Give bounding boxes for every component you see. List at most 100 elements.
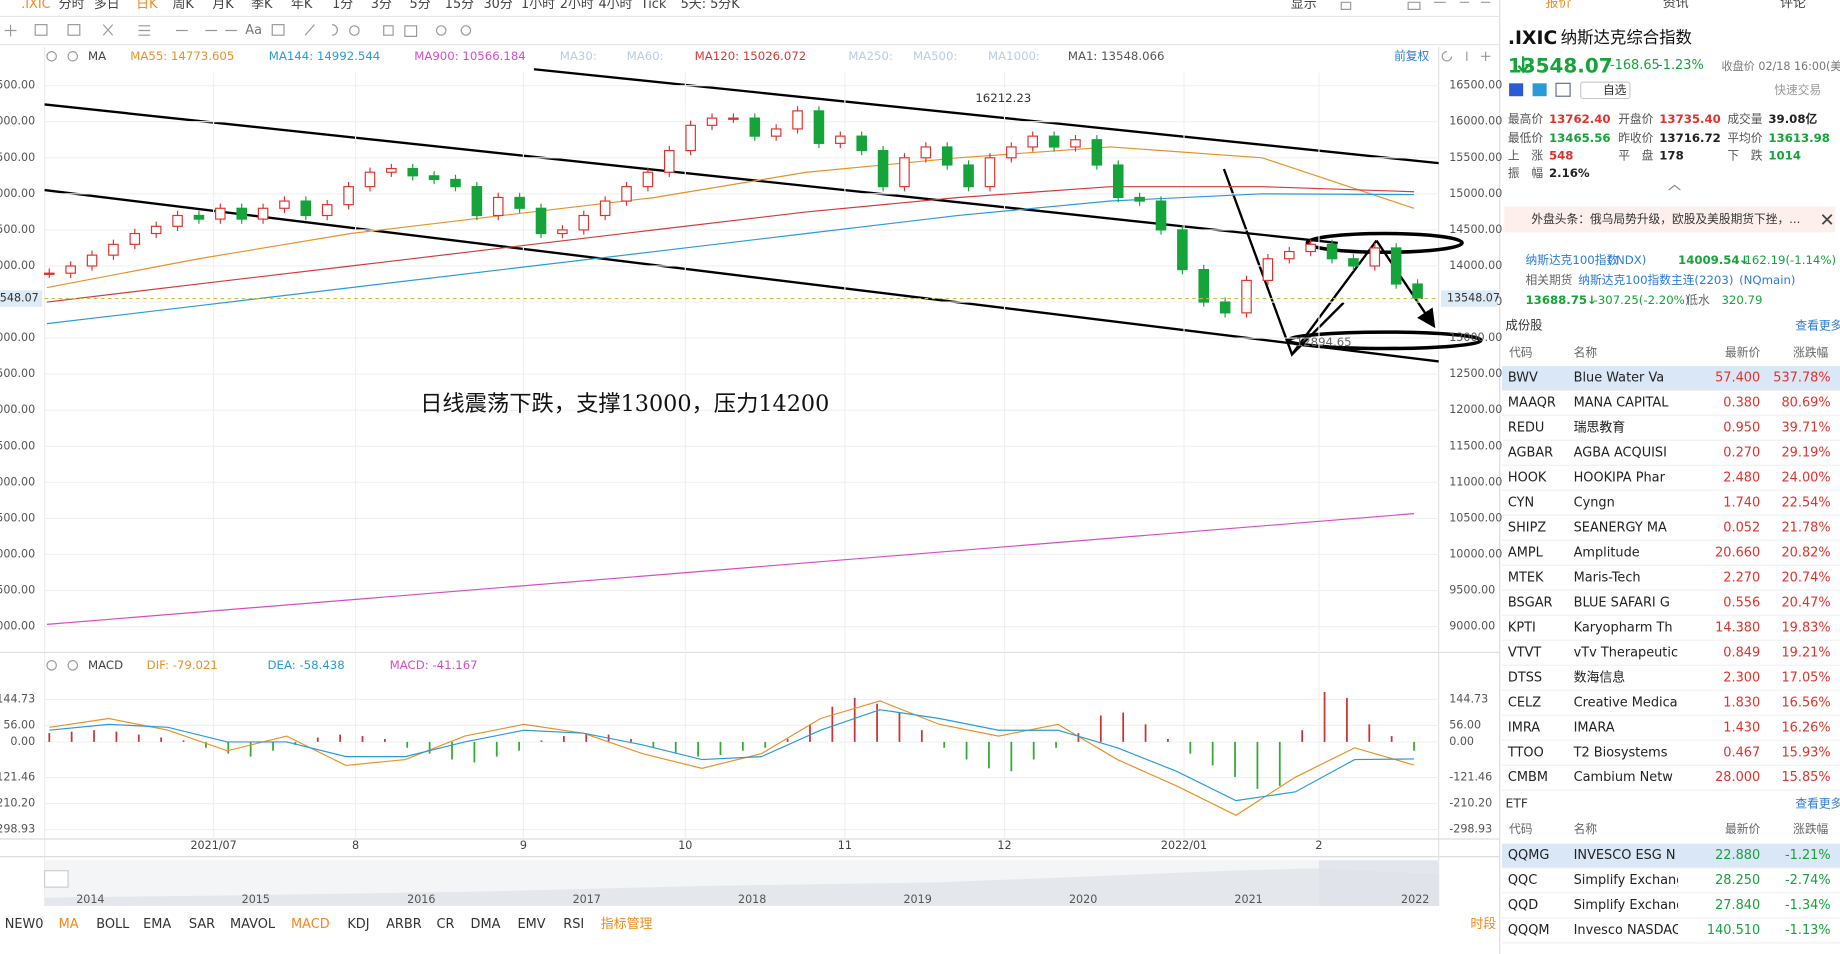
- indicator-tab[interactable]: DMA: [471, 917, 501, 932]
- trend-line[interactable]: [44, 103, 1338, 245]
- indicator-tab[interactable]: EMV: [518, 917, 546, 932]
- icon[interactable]: [435, 25, 447, 36]
- period-tab[interactable]: 15分: [445, 0, 474, 12]
- indicator-manage[interactable]: 指标管理: [601, 917, 653, 932]
- display-menu[interactable]: 显示: [1291, 0, 1317, 12]
- period-tab[interactable]: 3分: [371, 0, 392, 12]
- cell-name: MANA CAPITAL: [1574, 395, 1670, 410]
- trend-line[interactable]: [44, 188, 1439, 363]
- icon[interactable]: [46, 660, 57, 671]
- indicator-tab[interactable]: MACD: [291, 917, 330, 932]
- cell-code[interactable]: AMPL: [1508, 545, 1544, 560]
- symbol-tab[interactable]: .IXIC: [21, 0, 51, 12]
- news-bar[interactable]: [1504, 206, 1836, 233]
- cell-code[interactable]: QQQM: [1508, 923, 1550, 938]
- cell-code[interactable]: BWV: [1508, 370, 1538, 385]
- more-link[interactable]: 查看更多: [1795, 319, 1840, 333]
- period-tab[interactable]: 30分: [483, 0, 512, 12]
- cell-code[interactable]: MAAQR: [1508, 395, 1556, 410]
- cell-code[interactable]: MTEK: [1508, 570, 1544, 585]
- period-tab[interactable]: 2小时: [560, 0, 594, 12]
- period-tab[interactable]: 年K: [291, 0, 313, 12]
- more-link[interactable]: 查看更多: [1795, 796, 1840, 810]
- icon[interactable]: [4, 24, 17, 37]
- icon[interactable]: [46, 51, 57, 62]
- quick-trade[interactable]: 快速交易: [1774, 83, 1821, 97]
- adjust-toggle[interactable]: 前复权: [1394, 49, 1429, 63]
- period-tab[interactable]: 5分: [410, 0, 431, 12]
- cell-code[interactable]: AGBAR: [1508, 445, 1553, 460]
- cell-code[interactable]: BSGAR: [1508, 595, 1553, 610]
- period-toggle[interactable]: 时段: [1470, 917, 1496, 932]
- watch-button[interactable]: [1580, 81, 1631, 100]
- icon[interactable]: [102, 24, 114, 36]
- period-tab[interactable]: Tick: [640, 0, 667, 12]
- icon[interactable]: [67, 24, 81, 36]
- doc-icon[interactable]: [1555, 82, 1571, 97]
- icon[interactable]: [460, 25, 472, 36]
- indicator-tab[interactable]: ARBR: [386, 917, 422, 932]
- period-tab[interactable]: 分时: [59, 0, 85, 12]
- period-tab[interactable]: 多日: [94, 0, 120, 12]
- indicator-tab[interactable]: NEW0: [5, 917, 44, 932]
- futures-name[interactable]: 纳斯达克100指数主连(2203): [1578, 273, 1733, 287]
- cell-code[interactable]: QQD: [1508, 898, 1538, 913]
- icon[interactable]: [1340, 1, 1491, 10]
- cell-code[interactable]: QQMG: [1508, 848, 1549, 863]
- cell-code[interactable]: CELZ: [1508, 695, 1541, 710]
- cell-code[interactable]: CYN: [1508, 495, 1534, 510]
- text-tool[interactable]: Aa: [245, 23, 262, 38]
- icon[interactable]: [67, 51, 79, 62]
- app-icon[interactable]: [1532, 83, 1547, 97]
- indicator-tab[interactable]: MAVOL: [230, 917, 276, 932]
- cell-code[interactable]: IMRA: [1508, 720, 1540, 735]
- period-tab[interactable]: 5天: 5分K: [681, 0, 741, 12]
- cell-code[interactable]: CMBM: [1508, 770, 1548, 785]
- cell-code[interactable]: DTSS: [1508, 670, 1542, 685]
- indicator-tab[interactable]: MA: [59, 917, 79, 932]
- last-price-box: [1441, 290, 1498, 307]
- period-tab[interactable]: 4小时: [598, 0, 632, 12]
- close-icon[interactable]: [1821, 214, 1833, 225]
- cell-code[interactable]: SHIPZ: [1508, 520, 1546, 535]
- cell-code[interactable]: HOOK: [1508, 470, 1547, 485]
- icon[interactable]: [67, 660, 79, 671]
- resistance-ellipse[interactable]: [1305, 231, 1464, 255]
- period-tab[interactable]: 季K: [251, 0, 273, 12]
- period-tab[interactable]: 日K: [136, 0, 158, 12]
- support-ellipse[interactable]: [1286, 330, 1483, 351]
- collapse-icon[interactable]: [1668, 184, 1681, 191]
- panel-tab[interactable]: 评论: [1780, 0, 1806, 11]
- indicator-tab[interactable]: KDJ: [347, 917, 369, 932]
- panel-tab[interactable]: 资讯: [1663, 0, 1689, 11]
- cell-code[interactable]: QQC: [1508, 873, 1537, 888]
- icon[interactable]: [304, 24, 418, 37]
- indicator-tab[interactable]: CR: [437, 917, 455, 932]
- panel-tab[interactable]: 报价: [1545, 0, 1571, 11]
- cell-code[interactable]: TTOO: [1507, 745, 1544, 760]
- period-tab[interactable]: 周K: [173, 0, 195, 12]
- indicator-tab[interactable]: EMA: [143, 917, 171, 932]
- icon[interactable]: [34, 24, 48, 36]
- indicator-tab[interactable]: SAR: [189, 917, 215, 932]
- icon[interactable]: [271, 24, 285, 36]
- period-tab[interactable]: 月K: [212, 0, 234, 12]
- cell-code[interactable]: KPTI: [1508, 620, 1536, 635]
- period-tab[interactable]: 1分: [332, 0, 353, 12]
- related-index[interactable]: 纳斯达克100指数: [1526, 253, 1619, 267]
- icon[interactable]: [1441, 51, 1491, 62]
- cell-code[interactable]: REDU: [1508, 420, 1544, 435]
- navigator-handle[interactable]: [44, 870, 69, 888]
- cell-code[interactable]: VTVT: [1508, 645, 1542, 660]
- news-headline[interactable]: 外盘头条：俄乌局势升级，欧股及美股期货下挫，...: [1531, 212, 1800, 226]
- indicator-tab[interactable]: BOLL: [96, 917, 130, 932]
- navigator-window[interactable]: [1318, 860, 1439, 906]
- icon[interactable]: [138, 25, 151, 36]
- cell-change: 17.05%: [1781, 670, 1830, 685]
- stat-value: 13613.98: [1768, 131, 1830, 145]
- indicator-tab[interactable]: RSI: [563, 917, 584, 932]
- cell-change: 19.21%: [1781, 645, 1830, 660]
- watch-button[interactable]: 自选: [1603, 83, 1627, 97]
- period-tab[interactable]: 1小时: [521, 0, 555, 12]
- wave-arrow[interactable]: [1375, 239, 1436, 329]
